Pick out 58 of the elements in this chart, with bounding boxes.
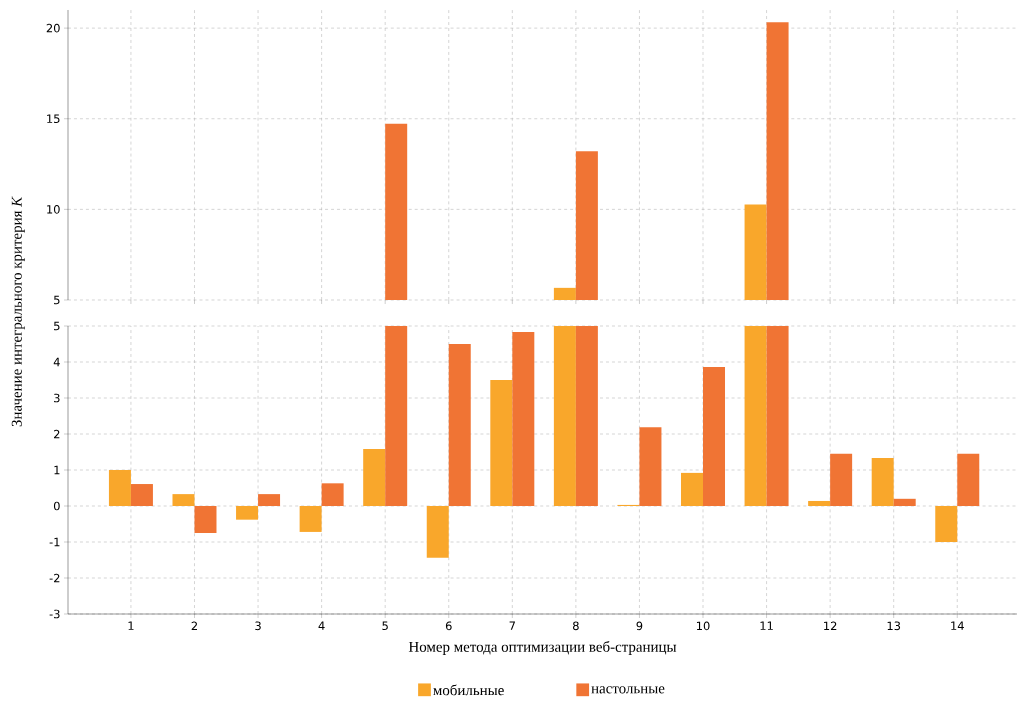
bar bbox=[957, 453, 980, 506]
bar bbox=[130, 484, 153, 506]
bar bbox=[935, 506, 958, 542]
y-axis-title: Значение интегрального критерия K bbox=[11, 196, 25, 427]
x-tick-label: 1 bbox=[128, 621, 134, 630]
bar bbox=[321, 483, 344, 506]
y-tick-label: 1 bbox=[54, 465, 60, 475]
bar bbox=[681, 472, 703, 506]
x-tick-label: 4 bbox=[318, 621, 325, 630]
x-tick-label: 14 bbox=[951, 621, 964, 630]
legend-label: мобильные bbox=[433, 684, 504, 696]
bar bbox=[744, 326, 767, 506]
bar bbox=[703, 367, 725, 506]
y-tick-label: 20 bbox=[46, 23, 60, 33]
bar bbox=[893, 498, 916, 506]
bar bbox=[766, 326, 789, 506]
legend-label: настольные bbox=[591, 686, 665, 694]
y-tick-label: 10 bbox=[47, 205, 60, 214]
y-tick-label: 15 bbox=[47, 114, 60, 123]
x-tick-label: 5 bbox=[382, 621, 388, 631]
bar bbox=[299, 506, 322, 532]
bar bbox=[639, 427, 662, 506]
x-tick-label: 2 bbox=[191, 621, 197, 631]
y-tick-label: -2 bbox=[49, 573, 60, 583]
x-tick-label: 10 bbox=[696, 621, 710, 631]
bar bbox=[258, 494, 281, 506]
x-tick-label: 11 bbox=[760, 621, 773, 630]
bar bbox=[448, 344, 471, 506]
bar bbox=[512, 332, 535, 506]
y-tick-label: -3 bbox=[49, 609, 60, 619]
x-axis-title: Номер метода оптимизации веб-страницы bbox=[408, 641, 677, 655]
x-tick-label: 8 bbox=[573, 621, 579, 631]
y-tick-label: -1 bbox=[49, 537, 60, 547]
x-tick-label: 3 bbox=[255, 621, 261, 631]
bar bbox=[172, 494, 195, 506]
y-tick-label: 0 bbox=[53, 501, 60, 511]
x-tick-label: 6 bbox=[445, 621, 452, 631]
bar bbox=[830, 453, 853, 506]
bar bbox=[871, 458, 894, 506]
bar bbox=[490, 380, 513, 506]
bar bbox=[236, 506, 259, 520]
x-tick-label: 13 bbox=[887, 621, 901, 631]
bar bbox=[363, 449, 386, 506]
x-tick-label: 7 bbox=[509, 621, 515, 630]
y-tick-label: 4 bbox=[53, 357, 60, 367]
bar bbox=[385, 326, 408, 506]
x-tick-label: 9 bbox=[636, 621, 643, 631]
bar bbox=[575, 326, 598, 506]
y-tick-label: 5 bbox=[54, 295, 60, 305]
bar bbox=[553, 326, 576, 506]
x-tick-label: 12 bbox=[824, 621, 837, 631]
bar bbox=[426, 506, 449, 558]
y-tick-label: 2 bbox=[54, 429, 60, 439]
bar bbox=[808, 500, 831, 506]
y-tick-label: 3 bbox=[54, 393, 60, 403]
y-tick-label: 5 bbox=[54, 321, 60, 331]
bar bbox=[194, 506, 217, 533]
bar bbox=[108, 470, 131, 506]
